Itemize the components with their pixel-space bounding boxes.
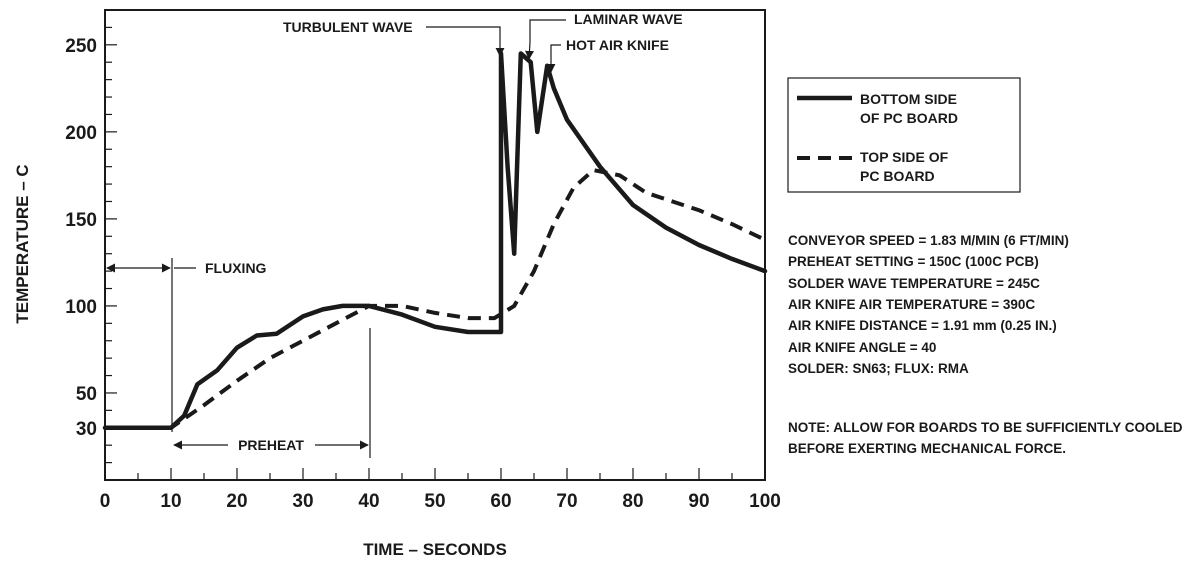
legend-label-bottom-1: BOTTOM SIDE — [860, 91, 957, 107]
note-solder-flux: SOLDER: SN63; FLUX: RMA — [788, 361, 969, 376]
y-tick-label: 200 — [65, 123, 97, 144]
x-tick-label: 20 — [226, 491, 247, 512]
axis-ticks — [104, 26, 766, 480]
series-bottom-side — [102, 51, 768, 431]
y-tick-label: 50 — [76, 384, 97, 405]
x-tick-label: 90 — [688, 491, 709, 512]
hot-air-knife-arrow — [546, 44, 561, 73]
y-tick-labels: 30 50 100 150 200 250 — [65, 36, 97, 440]
note-air-knife-angle: AIR KNIFE ANGLE = 40 — [788, 340, 936, 355]
turbulent-wave-arrow — [426, 26, 505, 57]
laminar-wave-arrow — [524, 19, 566, 60]
x-tick-label: 30 — [292, 491, 313, 512]
y-axis-title: TEMPERATURE – C — [13, 164, 32, 323]
legend: BOTTOM SIDE OF PC BOARD TOP SIDE OF PC B… — [787, 77, 1021, 193]
note-preheat-setting: PREHEAT SETTING = 150C (100C PCB) — [788, 254, 1039, 269]
x-tick-label: 100 — [749, 491, 781, 512]
note-air-knife-distance: AIR KNIFE DISTANCE = 1.91 mm (0.25 IN.) — [788, 318, 1057, 333]
annotation-laminar-wave: LAMINAR WAVE — [574, 11, 683, 27]
note-solder-wave-temp: SOLDER WAVE TEMPERATURE = 245C — [788, 276, 1040, 291]
annotation-fluxing: FLUXING — [205, 260, 267, 276]
legend-label-bottom-2: OF PC BOARD — [860, 110, 958, 126]
y-tick-label: 250 — [65, 36, 97, 57]
legend-label-top-1: TOP SIDE OF — [860, 149, 949, 165]
annotation-turbulent-wave: TURBULENT WAVE — [283, 19, 413, 35]
note-cooling-1: NOTE: ALLOW FOR BOARDS TO BE SUFFICIENTL… — [788, 420, 1183, 435]
x-tick-label: 50 — [424, 491, 445, 512]
x-tick-label: 80 — [622, 491, 643, 512]
annotation-preheat: PREHEAT — [238, 437, 304, 453]
legend-label-top-2: PC BOARD — [860, 168, 935, 184]
y-tick-label: 100 — [65, 297, 97, 318]
x-tick-label: 70 — [556, 491, 577, 512]
y-tick-label: 30 — [76, 419, 97, 440]
x-tick-label: 60 — [490, 491, 511, 512]
x-tick-label: 10 — [160, 491, 181, 512]
plot-frame — [104, 9, 766, 481]
annotation-hot-air-knife: HOT AIR KNIFE — [566, 37, 669, 53]
note-air-knife-temp: AIR KNIFE AIR TEMPERATURE = 390C — [788, 297, 1035, 312]
x-axis-title: TIME – SECONDS — [363, 540, 507, 559]
note-cooling-2: BEFORE EXERTING MECHANICAL FORCE. — [788, 441, 1066, 456]
series-top-side — [105, 167, 766, 430]
x-tick-label: 0 — [100, 491, 111, 512]
note-conveyor-speed: CONVEYOR SPEED = 1.83 M/MIN (6 FT/MIN) — [788, 233, 1069, 248]
y-tick-label: 150 — [65, 210, 97, 231]
x-tick-labels: 0 10 20 30 40 50 60 70 80 90 100 — [100, 491, 781, 512]
x-tick-label: 40 — [358, 491, 379, 512]
settings-notes: CONVEYOR SPEED = 1.83 M/MIN (6 FT/MIN) P… — [788, 233, 1183, 456]
